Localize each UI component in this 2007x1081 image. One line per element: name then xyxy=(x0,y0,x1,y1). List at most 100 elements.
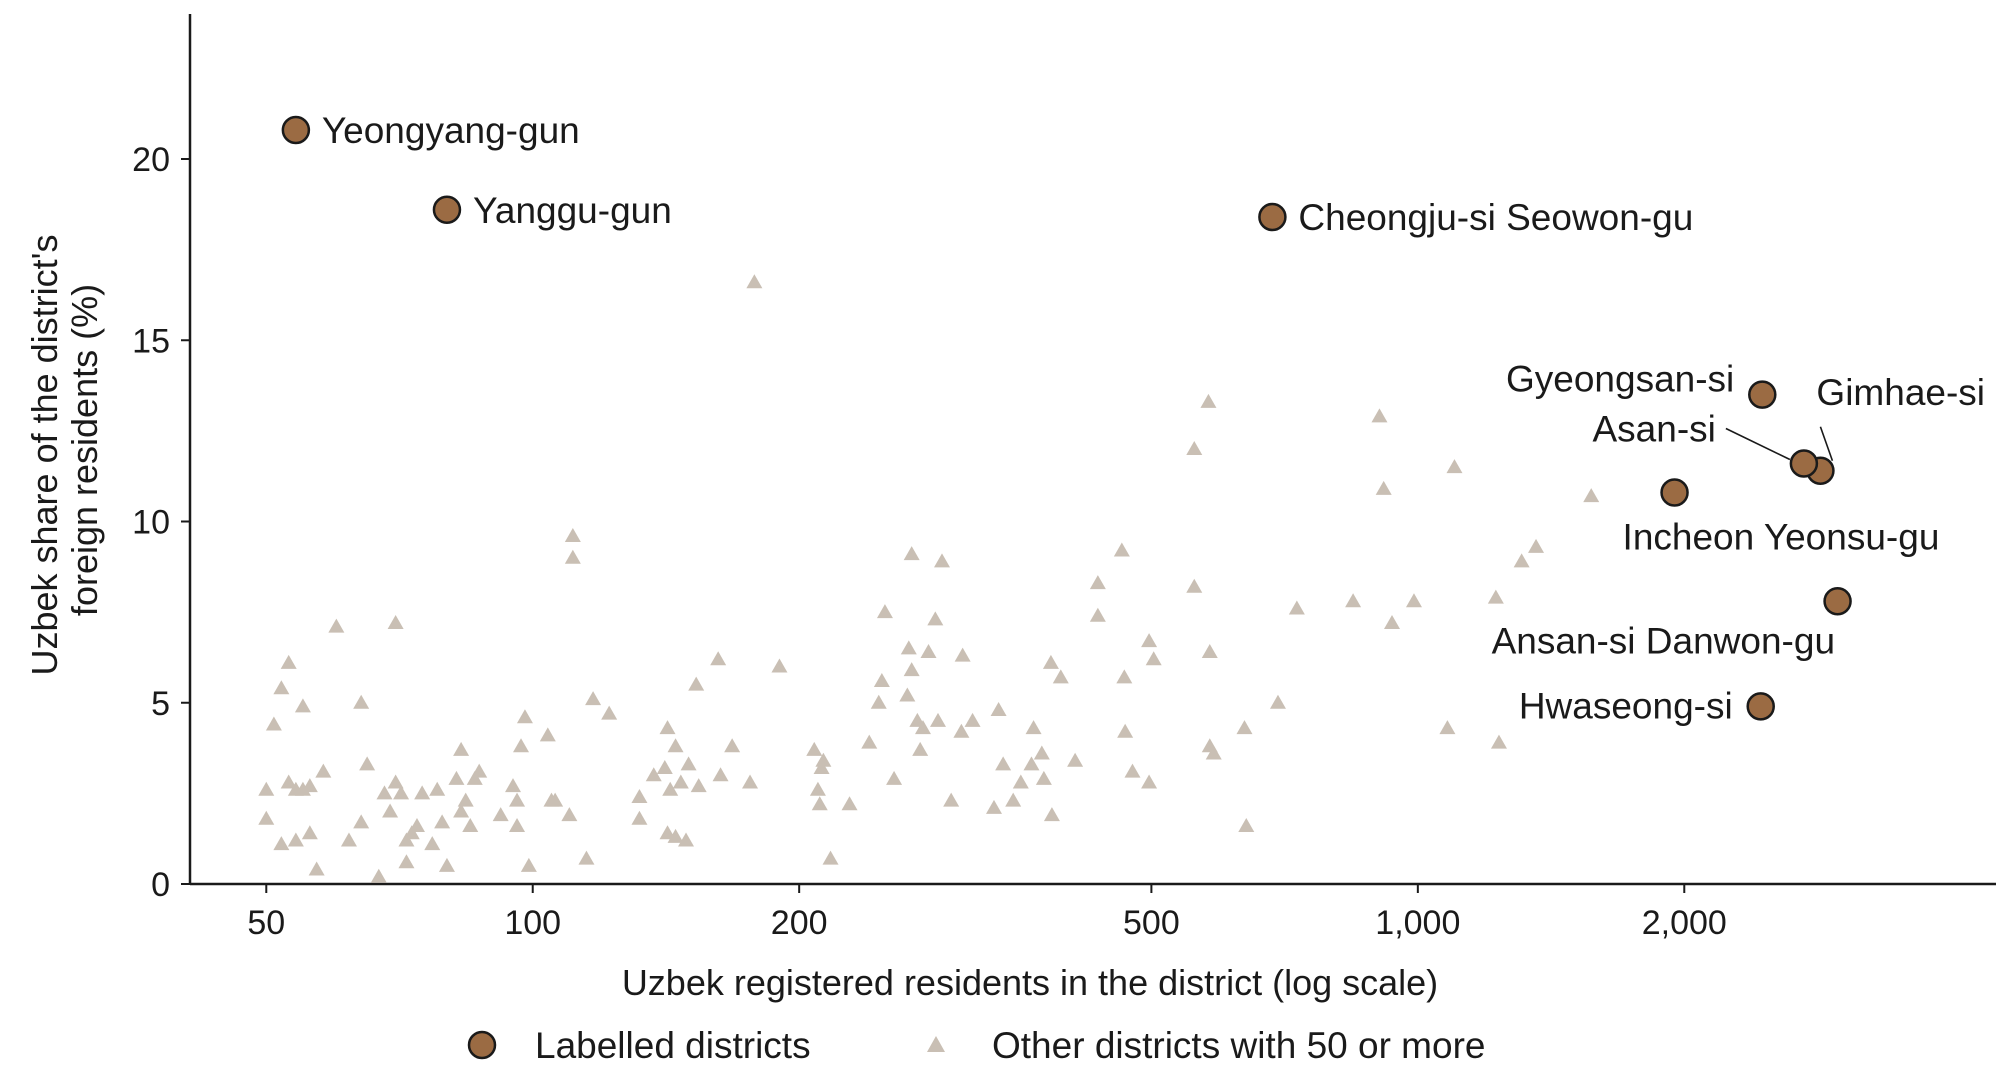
other-district-point xyxy=(513,738,530,753)
y-axis-title: Uzbek share of the district's foreign re… xyxy=(24,224,105,675)
other-district-point xyxy=(398,854,415,869)
other-district-point xyxy=(376,785,393,800)
labelled-district-point xyxy=(432,195,462,224)
labelled-district-point xyxy=(1746,692,1775,721)
other-district-point xyxy=(886,770,903,785)
other-district-point xyxy=(539,727,556,742)
point-label: Ansan-si Danwon-gu xyxy=(1492,620,1835,661)
other-district-point xyxy=(712,767,729,782)
other-district-point xyxy=(520,857,537,872)
other-district-point xyxy=(1200,393,1217,408)
other-district-point xyxy=(340,832,357,847)
other-district-point xyxy=(1145,651,1162,666)
other-district-point xyxy=(258,781,275,796)
other-district-point xyxy=(1205,745,1222,760)
labelled-district-point xyxy=(1748,380,1777,409)
other-district-point xyxy=(1113,542,1130,557)
other-district-point xyxy=(861,734,878,749)
other-district-point xyxy=(258,810,275,825)
other-district-point xyxy=(1490,734,1507,749)
other-district-point xyxy=(899,687,916,702)
labelled-district-point xyxy=(1258,202,1287,232)
other-district-point xyxy=(1043,807,1060,822)
other-district-point xyxy=(903,662,920,677)
other-district-point xyxy=(746,274,763,289)
y-axis-title-line1: Uzbek share of the district's xyxy=(24,234,65,675)
other-district-point xyxy=(370,868,387,883)
other-district-point xyxy=(438,857,455,872)
other-district-point xyxy=(1371,408,1388,423)
other-district-point xyxy=(985,799,1002,814)
x-tick-label: 2,000 xyxy=(1642,904,1727,942)
other-district-point xyxy=(1124,763,1141,778)
other-district-point xyxy=(1023,756,1040,771)
other-district-point xyxy=(943,792,960,807)
other-district-point xyxy=(806,741,823,756)
other-district-point xyxy=(585,691,602,706)
other-district-point xyxy=(280,774,297,789)
x-tick-label: 200 xyxy=(771,904,828,942)
other-district-point xyxy=(1052,669,1069,684)
other-district-point xyxy=(1186,441,1203,455)
other-district-point xyxy=(387,615,404,629)
other-district-point xyxy=(815,752,832,767)
other-district-point xyxy=(294,698,311,713)
other-district-point xyxy=(359,756,376,771)
other-district-point xyxy=(301,825,318,840)
labelled-district-point xyxy=(1823,587,1852,616)
other-district-point xyxy=(656,760,673,774)
other-district-point xyxy=(1288,600,1305,615)
other-district-point xyxy=(509,818,526,832)
other-district-point xyxy=(1583,488,1600,503)
other-district-point xyxy=(631,810,648,825)
point-label: Asan-si xyxy=(1592,409,1715,450)
other-district-point xyxy=(1384,615,1401,629)
other-district-point xyxy=(408,818,425,832)
other-district-point xyxy=(561,807,578,822)
other-district-point xyxy=(382,803,399,818)
legend-label-labelled: Labelled districts xyxy=(535,1025,811,1066)
other-district-point xyxy=(771,658,788,673)
other-district-point xyxy=(466,770,483,785)
other-district-point xyxy=(645,767,662,782)
other-district-point xyxy=(1005,792,1022,807)
other-district-point xyxy=(710,651,727,666)
other-district-point xyxy=(954,647,971,662)
other-district-point xyxy=(353,694,370,709)
other-district-point xyxy=(398,832,415,847)
other-district-point xyxy=(301,778,318,793)
other-district-point xyxy=(1405,593,1422,608)
x-tick-label: 50 xyxy=(247,904,285,942)
other-district-point xyxy=(564,549,581,564)
legend: Labelled districts Other districts with … xyxy=(467,1025,1485,1066)
x-tick-label: 1,000 xyxy=(1375,904,1460,942)
legend-label-other: Other districts with 50 or more xyxy=(992,1025,1485,1066)
x-axis-title: Uzbek registered residents in the distri… xyxy=(622,962,1438,1003)
other-district-point xyxy=(873,673,890,687)
other-district-point xyxy=(995,756,1012,771)
other-district-point xyxy=(1186,578,1203,593)
other-district-point xyxy=(809,781,826,796)
legend-triangle-marker xyxy=(927,1036,945,1052)
other-district-point xyxy=(328,618,345,633)
other-district-point xyxy=(876,604,893,619)
other-district-point xyxy=(1033,745,1050,760)
other-district-point xyxy=(1528,538,1545,553)
other-district-point xyxy=(1345,593,1362,608)
other-district-point xyxy=(273,680,290,695)
other-district-point xyxy=(1446,459,1463,474)
other-district-point xyxy=(1089,607,1106,622)
x-ticks: 50 100 200 500 1,000 2,000 xyxy=(247,884,1727,942)
y-tick-label: 5 xyxy=(151,685,170,723)
other-district-point xyxy=(353,814,370,829)
other-district-point xyxy=(516,709,533,724)
point-label: Cheongju-si Seowon-gu xyxy=(1298,197,1693,238)
other-district-point xyxy=(870,694,887,709)
point-label: Hwaseong-si xyxy=(1519,685,1733,726)
other-district-point xyxy=(672,774,689,789)
y-tick-label: 15 xyxy=(132,322,170,360)
other-districts-points xyxy=(258,274,1600,883)
other-district-point xyxy=(1238,818,1255,832)
other-district-point xyxy=(308,861,325,876)
